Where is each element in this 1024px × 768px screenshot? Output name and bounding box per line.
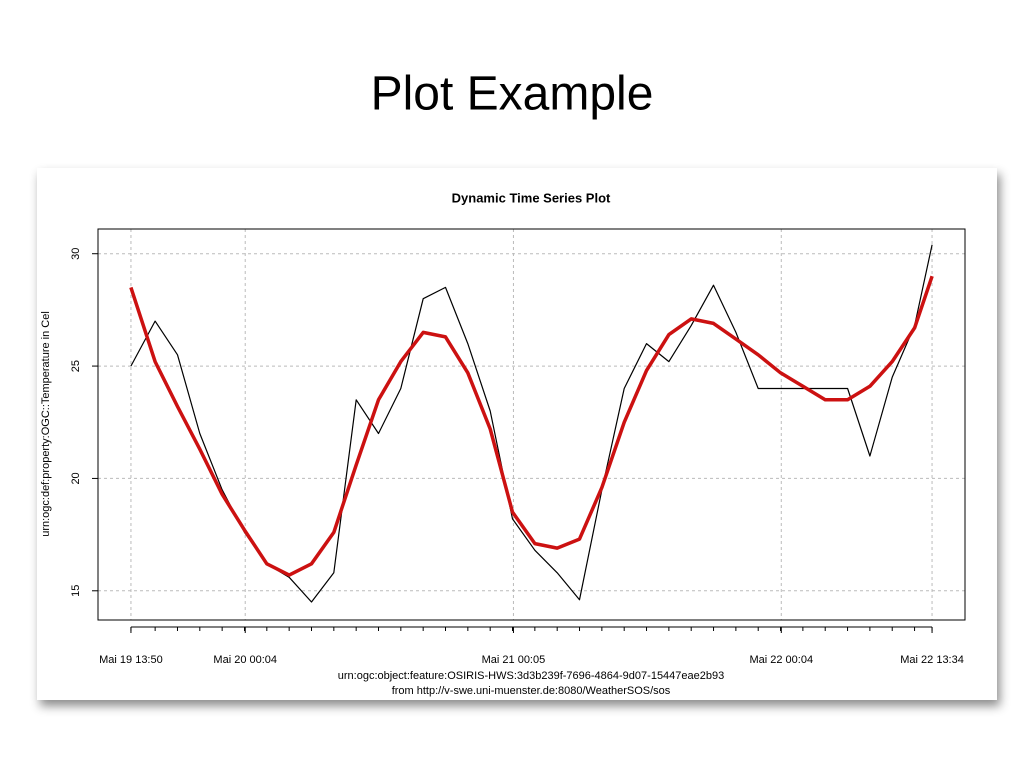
chart-title: Dynamic Time Series Plot (452, 190, 611, 205)
y-tick-label: 20 (70, 472, 82, 484)
series-line (129, 275, 934, 577)
x-tick-label: Mai 21 00:05 (482, 654, 546, 666)
slide-title: Plot Example (371, 68, 654, 121)
x-tick-label: Mai 22 13:34 (900, 654, 964, 666)
image-frame (37, 168, 997, 700)
y-tick-label: 25 (70, 360, 82, 372)
x-caption: urn:ogc:object:feature:OSIRIS-HWS:3d3b23… (338, 670, 724, 682)
x-tick-label: Mai 19 13:50 (99, 654, 163, 666)
x-caption: from http://v-swe.uni-muenster.de:8080/W… (392, 685, 671, 697)
x-tick-label: Mai 20 00:04 (213, 654, 277, 666)
plot-box (97, 228, 966, 621)
x-tick-label: Mai 22 00:04 (749, 654, 813, 666)
y-tick-label: 30 (70, 248, 82, 260)
y-axis-label: urn:ogc:def:property:OGC::Temperature in… (40, 311, 52, 537)
y-tick-label: 15 (70, 585, 82, 597)
plot-area: 15 20 25 30 Mai 19 13:50 Mai 20 00:04 Mai 21 0… (70, 229, 965, 666)
